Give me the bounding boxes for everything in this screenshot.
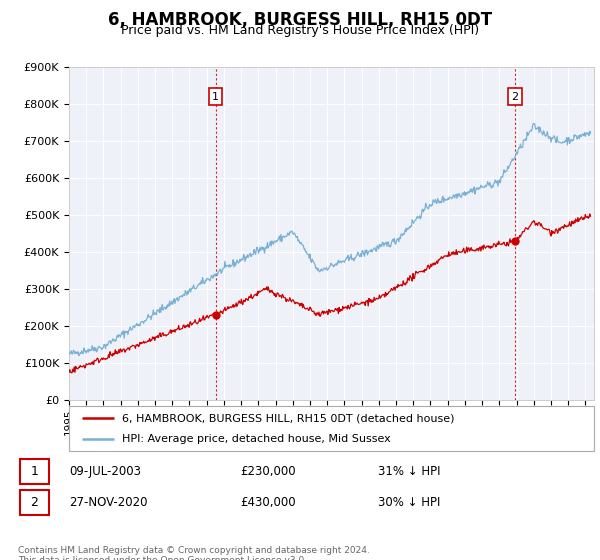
Text: 31% ↓ HPI: 31% ↓ HPI	[378, 465, 440, 478]
FancyBboxPatch shape	[20, 459, 49, 484]
Text: £230,000: £230,000	[240, 465, 296, 478]
Text: £430,000: £430,000	[240, 496, 296, 509]
Text: 2: 2	[31, 496, 38, 509]
Text: 1: 1	[31, 465, 38, 478]
Text: Price paid vs. HM Land Registry's House Price Index (HPI): Price paid vs. HM Land Registry's House …	[121, 24, 479, 36]
Text: 30% ↓ HPI: 30% ↓ HPI	[378, 496, 440, 509]
Text: 6, HAMBROOK, BURGESS HILL, RH15 0DT: 6, HAMBROOK, BURGESS HILL, RH15 0DT	[108, 11, 492, 29]
FancyBboxPatch shape	[20, 489, 49, 515]
Text: Contains HM Land Registry data © Crown copyright and database right 2024.
This d: Contains HM Land Registry data © Crown c…	[18, 546, 370, 560]
Text: 27-NOV-2020: 27-NOV-2020	[69, 496, 148, 509]
Text: HPI: Average price, detached house, Mid Sussex: HPI: Average price, detached house, Mid …	[121, 433, 390, 444]
Text: 09-JUL-2003: 09-JUL-2003	[69, 465, 141, 478]
Text: 6, HAMBROOK, BURGESS HILL, RH15 0DT (detached house): 6, HAMBROOK, BURGESS HILL, RH15 0DT (det…	[121, 413, 454, 423]
Text: 1: 1	[212, 92, 219, 102]
FancyBboxPatch shape	[69, 406, 594, 451]
Text: 2: 2	[512, 92, 519, 102]
